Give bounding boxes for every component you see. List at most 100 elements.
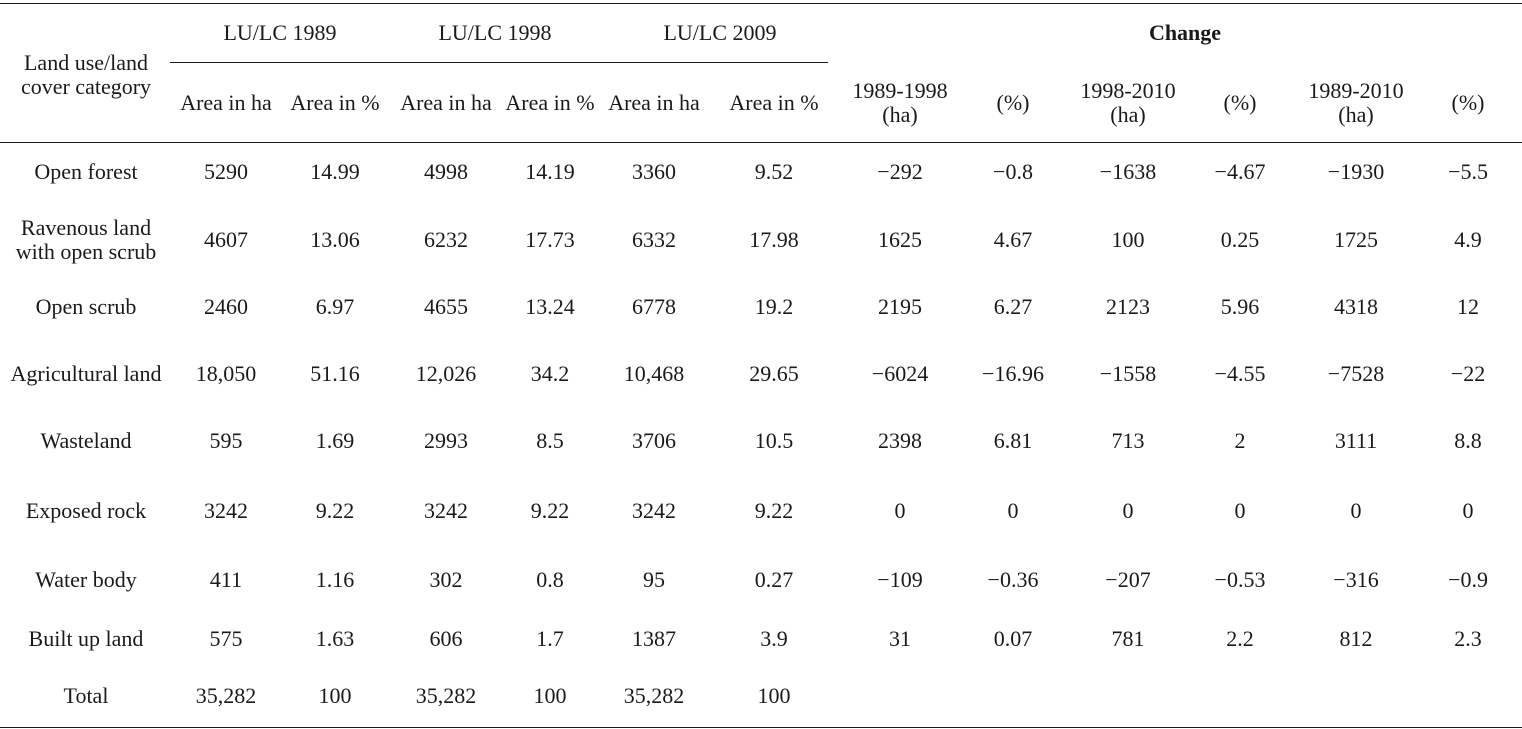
- table-cell: 35,282: [195, 683, 257, 708]
- table-cell: 4607: [204, 227, 248, 252]
- row-category: Open forest: [34, 159, 138, 184]
- table-cell: 34.2: [530, 361, 570, 386]
- table-cell: 3360: [632, 159, 676, 184]
- table-cell: 100: [318, 683, 352, 708]
- table-cell: 1.69: [315, 428, 355, 453]
- column-header: Area in %: [505, 90, 595, 115]
- table-cell: 5.96: [1220, 294, 1260, 319]
- column-header: (%): [996, 90, 1030, 115]
- table-cell: 9.22: [754, 498, 794, 523]
- table-cell: 1725: [1334, 227, 1378, 252]
- table-cell: 3706: [632, 428, 676, 453]
- table-cell: 2.3: [1454, 626, 1482, 651]
- table-cell: 2195: [878, 294, 922, 319]
- column-header: Area in ha: [400, 90, 492, 115]
- table-cell: −7528: [1327, 361, 1385, 386]
- table-cell: 13.06: [310, 227, 360, 252]
- row-category: Wasteland: [40, 428, 132, 453]
- table-cell: 4.67: [993, 227, 1033, 252]
- table-cell: 14.19: [525, 159, 575, 184]
- table-cell: 6232: [424, 227, 468, 252]
- table-cell: −6024: [871, 361, 929, 386]
- table-cell: 51.16: [310, 361, 360, 386]
- row-category: Water body: [35, 567, 137, 592]
- table-cell: −109: [877, 567, 923, 592]
- header-category: Land use/land cover category: [20, 50, 152, 99]
- table-cell: 12: [1457, 294, 1479, 319]
- table-cell: 31: [889, 626, 911, 651]
- table-cell: 302: [429, 567, 463, 592]
- table-cell: 2123: [1106, 294, 1150, 319]
- header-lulc-2009: LU/LC 2009: [663, 20, 777, 45]
- table-cell: 0.27: [754, 567, 794, 592]
- table-cell: 3111: [1334, 428, 1378, 453]
- table-cell: 575: [209, 626, 243, 651]
- column-header: (%): [1451, 90, 1485, 115]
- table-cell: −0.8: [993, 159, 1033, 184]
- column-header: Area in ha: [608, 90, 700, 115]
- column-header: Area in %: [290, 90, 380, 115]
- table-cell: −292: [877, 159, 923, 184]
- table-cell: 100: [757, 683, 791, 708]
- table-cell: 6.27: [993, 294, 1033, 319]
- table-cell: −1558: [1099, 361, 1157, 386]
- table-rule: [170, 62, 828, 63]
- table-cell: 0: [894, 498, 906, 523]
- table-cell: 6332: [632, 227, 676, 252]
- table-cell: −5.5: [1448, 159, 1488, 184]
- table-cell: 2398: [878, 428, 922, 453]
- table-cell: 3242: [424, 498, 468, 523]
- table-cell: 1387: [632, 626, 676, 651]
- table-cell: −0.53: [1214, 567, 1266, 592]
- table-cell: 8.8: [1454, 428, 1482, 453]
- table-cell: −0.36: [987, 567, 1039, 592]
- column-header: Area in ha: [180, 90, 272, 115]
- table-cell: 10.5: [754, 428, 794, 453]
- table-cell: −4.55: [1214, 361, 1266, 386]
- header-lulc-1998: LU/LC 1998: [438, 20, 552, 45]
- table-cell: 411: [209, 567, 243, 592]
- table-cell: 1625: [878, 227, 922, 252]
- table-cell: 3242: [632, 498, 676, 523]
- table-cell: 3.9: [760, 626, 788, 651]
- table-cell: 19.2: [754, 294, 794, 319]
- table-cell: 781: [1111, 626, 1145, 651]
- column-header: 1989-1998 (ha): [852, 78, 948, 127]
- table-cell: −22: [1450, 361, 1486, 386]
- table-cell: 1.63: [315, 626, 355, 651]
- table-cell: 100: [533, 683, 567, 708]
- table-cell: 6778: [632, 294, 676, 319]
- table-cell: −4.67: [1214, 159, 1266, 184]
- table-cell: 0: [1007, 498, 1019, 523]
- table-cell: 10,468: [623, 361, 685, 386]
- column-header: Area in %: [729, 90, 819, 115]
- table-cell: 9.22: [530, 498, 570, 523]
- row-category: Total: [63, 683, 109, 708]
- table-cell: 0.25: [1220, 227, 1260, 252]
- table-cell: −207: [1105, 567, 1151, 592]
- table-cell: 0: [1122, 498, 1134, 523]
- row-category: Ravenous land with open scrub: [15, 215, 157, 264]
- table-cell: 4.9: [1454, 227, 1482, 252]
- table-cell: 0.8: [536, 567, 564, 592]
- table-cell: 29.65: [749, 361, 799, 386]
- table-cell: −1638: [1099, 159, 1157, 184]
- row-category: Open scrub: [35, 294, 137, 319]
- table-cell: 2: [1234, 428, 1246, 453]
- table-cell: 1.7: [536, 626, 564, 651]
- table-cell: 9.22: [315, 498, 355, 523]
- table-cell: −1930: [1327, 159, 1385, 184]
- table-cell: 18,050: [195, 361, 257, 386]
- header-change: Change: [1148, 20, 1222, 45]
- table-cell: 0: [1234, 498, 1246, 523]
- column-header: 1989-2010 (ha): [1308, 78, 1404, 127]
- table-cell: −316: [1333, 567, 1379, 592]
- table-cell: 0.07: [993, 626, 1033, 651]
- header-lulc-1989: LU/LC 1989: [223, 20, 337, 45]
- table-cell: 12,026: [415, 361, 477, 386]
- table-cell: 95: [643, 567, 665, 592]
- table-cell: 35,282: [623, 683, 685, 708]
- column-header: 1998-2010 (ha): [1080, 78, 1176, 127]
- table-cell: 0: [1350, 498, 1362, 523]
